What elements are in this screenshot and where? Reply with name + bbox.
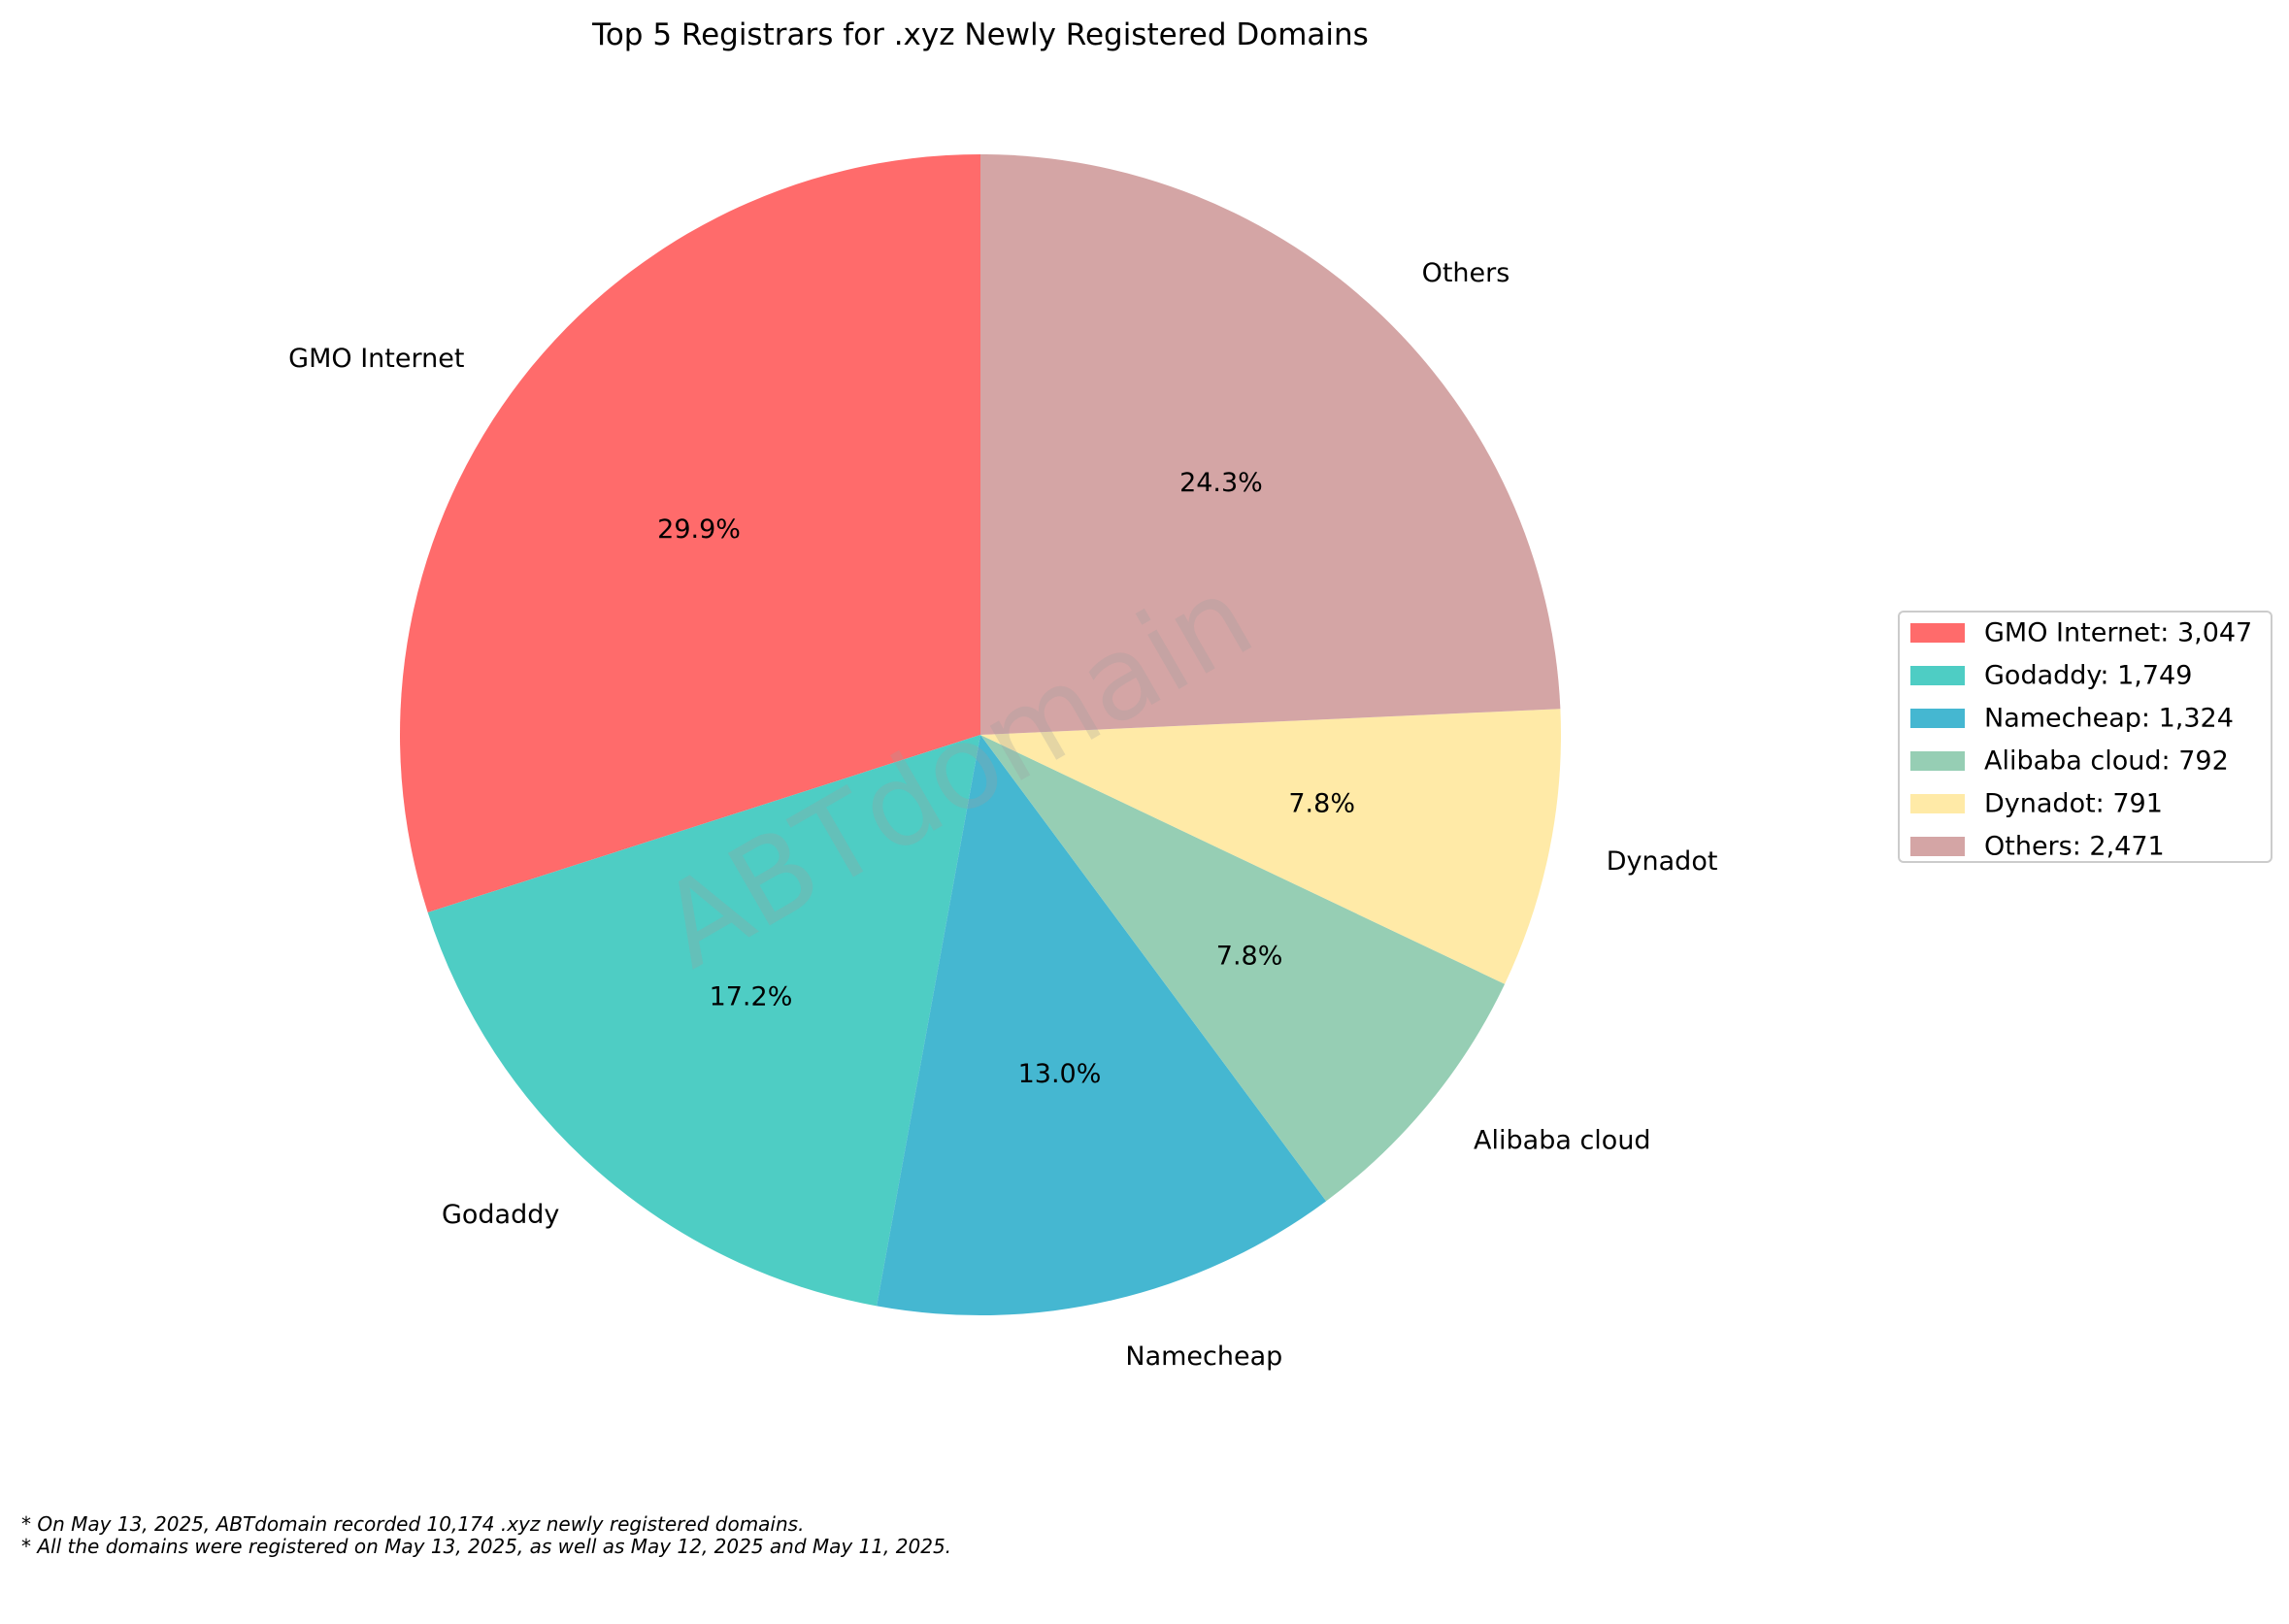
legend-entry-gmo-internet: GMO Internet: 3,047 [1984, 618, 2252, 648]
slice-label-gmo-internet: GMO Internet [288, 344, 464, 374]
legend-swatch-gmo-internet [1910, 623, 1965, 643]
pct-label-alibaba-cloud: 7.8% [1216, 941, 1283, 971]
pct-label-namecheap: 13.0% [1018, 1059, 1102, 1089]
slice-label-namecheap: Namecheap [1125, 1342, 1282, 1372]
legend-frame [1898, 611, 2272, 863]
legend-items: GMO Internet: 3,047 Godaddy: 1,749 Nameche… [1910, 618, 2252, 862]
slice-label-others: Others [1422, 258, 1510, 288]
pct-label-gmo-internet: 29.9% [657, 514, 741, 545]
legend-swatch-godaddy [1910, 666, 1965, 685]
footnote-2: * All the domains were registered on May… [21, 1535, 951, 1558]
slice-label-dynadot: Dynadot [1607, 846, 1718, 877]
legend-entry-godaddy: Godaddy: 1,749 [1984, 661, 2192, 691]
pie-slice-gmo-internet [399, 154, 980, 912]
pie-slice-alibaba-cloud [980, 735, 1506, 1202]
legend-entry-others: Others: 2,471 [1984, 832, 2165, 862]
slice-label-godaddy: Godaddy [442, 1200, 559, 1230]
legend: GMO Internet: 3,047 Godaddy: 1,749 Nameche… [1898, 611, 2272, 863]
pct-label-others: 24.3% [1179, 468, 1263, 498]
legend-swatch-namecheap [1910, 709, 1965, 728]
legend-swatch-alibaba-cloud [1910, 751, 1965, 771]
pie-slice-dynadot [980, 709, 1561, 984]
pie-slice-godaddy [427, 735, 980, 1307]
footnote-1: * On May 13, 2025, ABTdomain recorded 10… [21, 1512, 804, 1536]
pct-label-godaddy: 17.2% [710, 981, 793, 1011]
legend-swatch-dynadot [1910, 794, 1965, 813]
pie-slice-others [980, 154, 1561, 735]
legend-entry-dynadot: Dynadot: 791 [1984, 789, 2163, 819]
legend-entry-namecheap: Namecheap: 1,324 [1984, 704, 2234, 734]
legend-swatch-others [1910, 837, 1965, 856]
pie-slice-namecheap [877, 735, 1327, 1315]
legend-entry-alibaba-cloud: Alibaba cloud: 792 [1984, 746, 2229, 777]
slice-label-alibaba-cloud: Alibaba cloud [1474, 1125, 1651, 1155]
slice-labels: GMO Internet Godaddy Namecheap Alibaba clou… [288, 258, 1717, 1372]
pct-label-dynadot: 7.8% [1288, 789, 1355, 819]
percentage-labels: 29.9% 17.2% 13.0% 7.8% 7.8% 24.3% [657, 468, 1355, 1089]
pie-slices [399, 154, 1561, 1315]
chart-title: Top 5 Registrars for .xyz Newly Register… [591, 17, 1369, 52]
